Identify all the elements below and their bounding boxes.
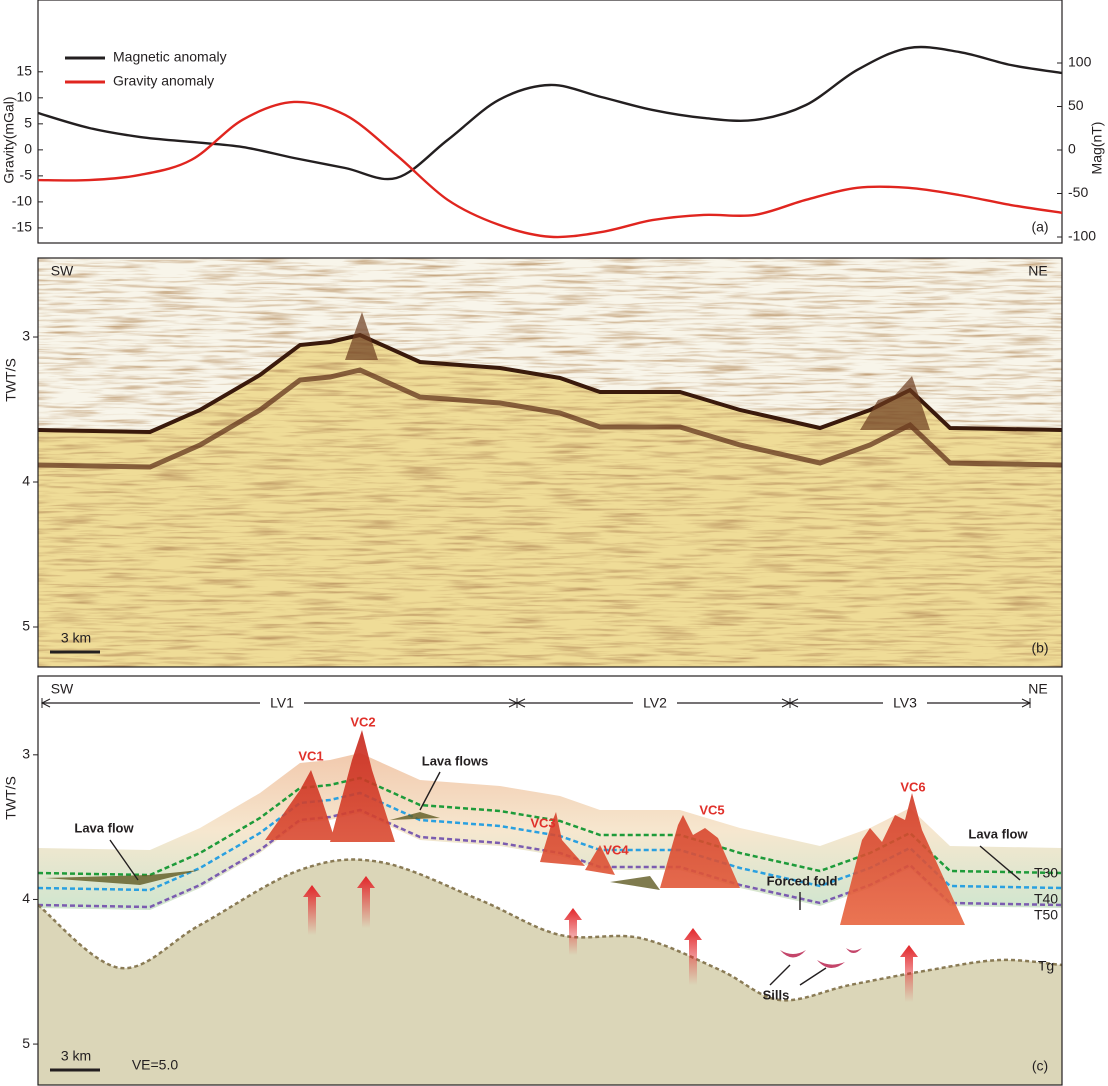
panel-label: (c) (1032, 1058, 1048, 1074)
left-label: SW (51, 263, 74, 279)
y-tick-label: 5 (24, 115, 32, 131)
feeder-arrow (564, 908, 582, 955)
y-axis-label: TWT/S (3, 358, 19, 402)
lava-flows (45, 812, 660, 890)
interval-arrowheads (515, 698, 792, 708)
panel-label: (a) (1031, 219, 1048, 235)
feeder-arrow (900, 945, 918, 1002)
interval-label-bg (633, 694, 677, 712)
y-tick-label: 3 (22, 746, 30, 762)
y-tick-label: 4 (22, 473, 30, 489)
y2-tick-label: -50 (1068, 184, 1088, 200)
y2-axis-label: Mag(nT) (1089, 122, 1105, 175)
interpretation-image (38, 676, 1062, 1085)
volcanoes (265, 730, 965, 925)
y-tick-label: 10 (16, 89, 32, 105)
interval-arrowheads (788, 698, 1032, 708)
volcano-label: VC3 (530, 815, 555, 830)
scale-label: 3 km (61, 630, 91, 646)
panel-frame (37, 0, 1063, 244)
data-line (37, 100, 1063, 239)
panel-frame (37, 675, 1063, 1086)
legend-label: Magnetic anomaly (113, 49, 227, 65)
right-label: NE (1028, 681, 1047, 697)
y-tick-label: 4 (22, 890, 30, 906)
y2-tick-label: 50 (1068, 97, 1084, 113)
volcano-label: VC1 (298, 748, 323, 763)
interval-arrowheads (40, 698, 519, 708)
annotation: Lava flows (422, 753, 488, 768)
sills (780, 948, 862, 969)
annotation: Forced fold (767, 873, 838, 888)
volcano-label: VC2 (350, 714, 375, 729)
y-tick-label: -15 (12, 219, 32, 235)
annotation: Lava flow (968, 826, 1028, 841)
volcano-label: VC6 (900, 779, 925, 794)
interval-label-bg (260, 694, 304, 712)
reflections (38, 258, 1062, 667)
y-tick-label: 5 (22, 1035, 30, 1051)
y-tick-label: 15 (16, 63, 32, 79)
y2-tick-label: 0 (1068, 141, 1076, 157)
panel-label: (b) (1031, 640, 1048, 656)
y-tick-label: -10 (12, 193, 32, 209)
annotation-arrows (109, 771, 1021, 986)
y-tick-label: 0 (24, 141, 32, 157)
interval-label: LV3 (893, 695, 917, 711)
y-tick-label: 3 (22, 328, 30, 344)
feeder-arrow (357, 876, 375, 928)
feeder-arrow (684, 928, 702, 985)
y-tick-label: -5 (20, 167, 33, 183)
horizon-label: T30 (1034, 865, 1058, 881)
y-tick-label: 5 (22, 618, 30, 634)
y-axis-label: TWT/S (3, 776, 19, 820)
volcano-label: VC4 (603, 842, 629, 857)
y2-tick-label: -100 (1068, 228, 1096, 244)
y2-tick-label: 100 (1068, 54, 1092, 70)
feeder-arrow (303, 885, 321, 935)
data-line (37, 45, 1063, 181)
horizon-tg (38, 858, 1062, 1002)
y-axis-label: Gravity(mGal) (1, 96, 17, 183)
horizon-label: Tg (1038, 958, 1054, 974)
ve-label: VE=5.0 (132, 1057, 179, 1073)
interval-label-bg (883, 694, 927, 712)
reflector (38, 367, 1062, 470)
peaks (345, 312, 930, 430)
panel-frame (37, 257, 1063, 668)
interval-label: LV1 (270, 695, 294, 711)
horizon-label: T40 (1034, 891, 1058, 907)
scale-label: 3 km (61, 1048, 91, 1064)
right-label: NE (1028, 263, 1047, 279)
left-label: SW (51, 681, 74, 697)
annotation: Sills (763, 987, 790, 1002)
annotation: Lava flow (74, 820, 134, 835)
legend-label: Gravity anomaly (113, 73, 214, 89)
seismic-image (38, 258, 1062, 667)
volcano-label: VC5 (699, 802, 724, 817)
basement (38, 859, 1062, 1085)
horizon-label: T50 (1034, 907, 1058, 923)
interval-label: LV2 (643, 695, 667, 711)
